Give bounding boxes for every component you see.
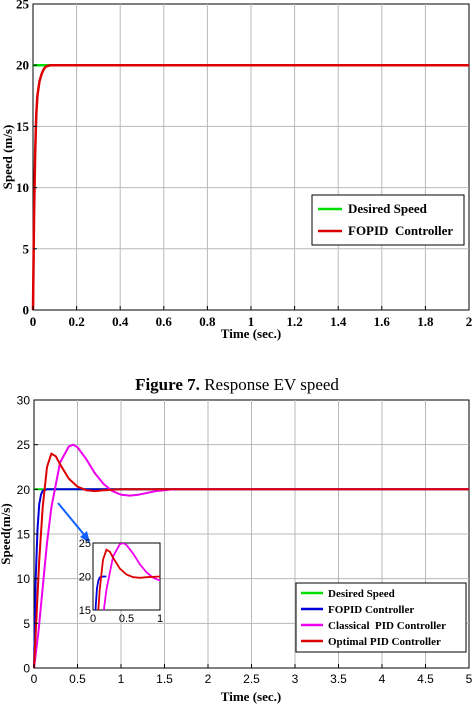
y-tick-label: 25 bbox=[16, 0, 30, 12]
zoom-arrow bbox=[57, 502, 90, 543]
series-line-fopid-controller bbox=[31, 63, 469, 311]
x-tick-label: 1 bbox=[248, 314, 255, 329]
x-tick-label: 3.5 bbox=[330, 672, 347, 686]
series-line-optimal-pid-controller bbox=[33, 452, 469, 669]
y-tick-label: 10 bbox=[16, 180, 29, 195]
y-tick-label: 15 bbox=[17, 528, 31, 542]
inset-series-line-optimal-pid-controller bbox=[97, 548, 160, 610]
x-tick-label: 2 bbox=[205, 672, 212, 686]
series-line-fopid-controller bbox=[33, 488, 469, 669]
x-tick-label: 4.5 bbox=[417, 672, 434, 686]
inset-y-tick-label: 20 bbox=[79, 572, 91, 584]
legend-label-optimal: Optimal PID Controller bbox=[328, 636, 441, 648]
y-ticks: 0 5 10 15 20 25 bbox=[16, 0, 37, 318]
inset-x-tick-label: 1 bbox=[157, 613, 163, 625]
x-tick-label: 1 bbox=[118, 672, 125, 686]
x-ticks: 0 0.2 0.4 0.6 0.8 1 1.2 1.4 1.6 1.8 2 bbox=[30, 306, 473, 329]
inset-lines bbox=[94, 543, 160, 610]
legend-label-classical: Classical PID Controller bbox=[328, 620, 446, 632]
series-group bbox=[33, 443, 469, 669]
x-axis-label: Time (sec.) bbox=[221, 326, 281, 341]
chart-top: 0 0.2 0.4 0.6 0.8 1 1.2 1.4 1.6 1.8 2 0 5 10 15 20 25 T… bbox=[0, 0, 472, 341]
inset-y-tick-label: 25 bbox=[79, 538, 91, 550]
x-tick-label: 2 bbox=[466, 314, 473, 329]
y-ticks: 0 5 10 15 20 25 30 bbox=[17, 394, 38, 676]
x-tick-label: 0.5 bbox=[69, 672, 86, 686]
x-tick-label: 1.8 bbox=[417, 314, 434, 329]
inset-y-tick-label: 15 bbox=[79, 605, 91, 617]
x-tick-label: 0 bbox=[30, 314, 37, 329]
x-tick-label: 5 bbox=[466, 672, 473, 686]
caption-label: Figure 7. bbox=[135, 375, 200, 394]
x-tick-label: 1.4 bbox=[330, 314, 347, 329]
legend-label-desired: Desired Speed bbox=[328, 588, 395, 600]
x-tick-label: 0.2 bbox=[68, 314, 84, 329]
y-tick-label: 0 bbox=[23, 662, 30, 676]
inset-x-ticks: 0 0.5 1 bbox=[90, 613, 163, 625]
x-tick-label: 0.8 bbox=[199, 314, 216, 329]
legend: Desired Speed FOPID Controller Classical… bbox=[295, 582, 467, 653]
y-tick-label: 15 bbox=[16, 119, 30, 134]
y-tick-label: 25 bbox=[17, 438, 31, 452]
x-tick-label: 2.5 bbox=[243, 672, 260, 686]
y-tick-label: 5 bbox=[23, 617, 30, 631]
x-tick-label: 0.4 bbox=[112, 314, 129, 329]
legend-box bbox=[295, 582, 467, 653]
inset-series-line-fopid-controller bbox=[94, 575, 107, 610]
x-tick-label: 3 bbox=[292, 672, 299, 686]
legend: Desired Speed FOPID Controller bbox=[311, 194, 465, 246]
y-tick-label: 30 bbox=[17, 394, 31, 408]
x-axis-label: Time (sec.) bbox=[221, 689, 281, 704]
legend-label-fopid: FOPID Controller bbox=[328, 604, 414, 616]
inset-x-tick-label: 0.5 bbox=[119, 613, 134, 625]
inset-series-group bbox=[94, 543, 160, 610]
y-tick-label: 20 bbox=[16, 58, 29, 73]
y-axis-label: Speed(m/s) bbox=[0, 503, 13, 564]
y-tick-label: 5 bbox=[23, 241, 30, 256]
y-tick-label: 0 bbox=[23, 303, 30, 318]
y-tick-label: 10 bbox=[17, 572, 31, 586]
x-tick-label: 4 bbox=[379, 672, 386, 686]
x-tick-label: 1.6 bbox=[374, 314, 391, 329]
y-axis-label: Speed (m/s) bbox=[0, 125, 15, 190]
inset-y-ticks: 15 20 25 bbox=[79, 538, 91, 617]
x-tick-label: 1.2 bbox=[286, 314, 302, 329]
legend-label-fopid: FOPID Controller bbox=[348, 223, 453, 238]
x-tick-label: 1.5 bbox=[156, 672, 173, 686]
y-tick-label: 20 bbox=[17, 483, 31, 497]
inset-x-tick-label: 0 bbox=[90, 613, 96, 625]
caption-text: Response EV speed bbox=[200, 375, 339, 394]
figure-caption: Figure 7. Response EV speed bbox=[135, 375, 339, 394]
legend-box bbox=[311, 194, 465, 246]
legend-label-desired: Desired Speed bbox=[348, 201, 428, 216]
x-tick-label: 0.6 bbox=[156, 314, 173, 329]
inset-series-line-classical-pid-controller bbox=[102, 543, 160, 610]
x-tick-label: 0 bbox=[31, 672, 38, 686]
x-ticks: 0 0.5 1 1.5 2 2.5 3 3.5 4 4.5 5 bbox=[31, 664, 473, 686]
series-group bbox=[31, 63, 469, 311]
